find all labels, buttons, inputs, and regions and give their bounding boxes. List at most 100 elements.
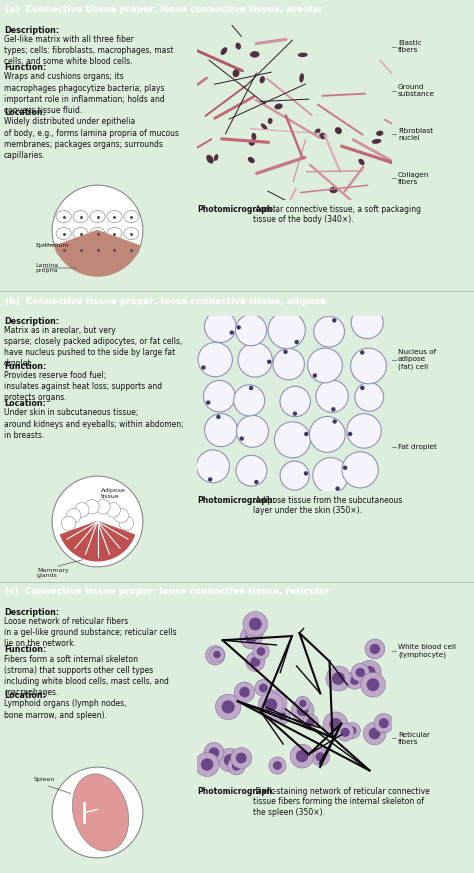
Circle shape (66, 508, 81, 523)
Circle shape (297, 705, 309, 716)
Circle shape (238, 343, 273, 377)
Circle shape (208, 478, 212, 482)
Ellipse shape (214, 154, 219, 161)
Circle shape (306, 718, 315, 726)
Ellipse shape (358, 159, 365, 165)
Text: (b)  Connective tissue proper: loose connective tissue, adipose: (b) Connective tissue proper: loose conn… (5, 297, 326, 306)
Ellipse shape (260, 76, 265, 83)
Text: Description:: Description: (4, 317, 59, 326)
Ellipse shape (73, 244, 88, 257)
Ellipse shape (124, 244, 139, 257)
Ellipse shape (124, 210, 139, 223)
Circle shape (198, 342, 232, 377)
Ellipse shape (233, 69, 239, 77)
Circle shape (258, 692, 283, 718)
Circle shape (362, 308, 367, 313)
Circle shape (249, 386, 253, 390)
Circle shape (201, 365, 206, 369)
Circle shape (273, 348, 304, 380)
Circle shape (61, 516, 76, 531)
Circle shape (348, 726, 356, 735)
Circle shape (358, 660, 381, 684)
Text: Fibers form a soft internal skeleton
(stroma) that supports other cell types
inc: Fibers form a soft internal skeleton (st… (4, 655, 169, 697)
Circle shape (245, 621, 264, 640)
Ellipse shape (315, 128, 320, 134)
Ellipse shape (73, 210, 88, 223)
Ellipse shape (274, 104, 283, 109)
Circle shape (370, 643, 380, 654)
Circle shape (216, 694, 241, 719)
Circle shape (259, 684, 268, 692)
Circle shape (246, 632, 257, 643)
Ellipse shape (250, 52, 260, 58)
Circle shape (332, 318, 337, 322)
Circle shape (290, 745, 314, 768)
Circle shape (213, 650, 221, 658)
Ellipse shape (206, 155, 214, 163)
Circle shape (250, 656, 260, 667)
Text: Loose network of reticular fibers
in a gel-like ground substance; reticular cell: Loose network of reticular fibers in a g… (4, 617, 177, 648)
Circle shape (341, 728, 350, 737)
Circle shape (119, 516, 134, 531)
Circle shape (356, 668, 365, 677)
Circle shape (232, 761, 241, 771)
Circle shape (234, 385, 264, 416)
Text: Nucleus of
adipose
(fat) cell: Nucleus of adipose (fat) cell (398, 349, 436, 370)
Ellipse shape (236, 43, 241, 50)
Circle shape (204, 311, 236, 342)
Text: Photomicrograph:: Photomicrograph: (197, 787, 275, 796)
Circle shape (350, 676, 359, 685)
Circle shape (313, 457, 348, 493)
Text: Adipose tissue from the subcutaneous
layer under the skin (350×).: Adipose tissue from the subcutaneous lay… (253, 496, 402, 515)
Circle shape (52, 767, 143, 858)
Circle shape (250, 625, 260, 636)
Text: (c)  Connective tissue proper: loose connective tissue, reticular: (c) Connective tissue proper: loose conn… (5, 588, 329, 596)
Text: Function:: Function: (4, 362, 46, 371)
Text: Mammary
glands: Mammary glands (37, 567, 69, 578)
Ellipse shape (220, 47, 228, 55)
Circle shape (261, 691, 287, 716)
Circle shape (366, 678, 379, 691)
Text: Under skin in subcutaneous tissue;
around kidneys and eyeballs; within abdomen;
: Under skin in subcutaneous tissue; aroun… (4, 409, 183, 440)
Circle shape (346, 671, 364, 689)
Circle shape (224, 754, 236, 766)
Text: Function:: Function: (4, 645, 46, 655)
Text: Epithelium: Epithelium (36, 243, 69, 248)
Circle shape (310, 416, 345, 452)
Circle shape (311, 748, 329, 766)
Text: (a)  Connective tissue proper: loose connective tissue, areolar: (a) Connective tissue proper: loose conn… (5, 5, 323, 15)
Circle shape (106, 503, 120, 517)
Ellipse shape (372, 139, 382, 144)
Ellipse shape (90, 210, 105, 223)
Ellipse shape (268, 118, 273, 124)
Circle shape (283, 349, 288, 354)
Circle shape (331, 407, 336, 411)
Circle shape (274, 708, 290, 724)
Ellipse shape (298, 52, 308, 57)
Text: Location:: Location: (4, 691, 46, 699)
Circle shape (374, 713, 393, 733)
Text: Fibroblast
nuclei: Fibroblast nuclei (398, 127, 433, 141)
Circle shape (222, 700, 235, 713)
Ellipse shape (124, 228, 139, 239)
Text: Fat droplet: Fat droplet (398, 444, 437, 450)
Text: Areolar connective tissue, a soft packaging
tissue of the body (340×).: Areolar connective tissue, a soft packag… (253, 205, 421, 224)
Circle shape (114, 508, 128, 523)
Ellipse shape (107, 228, 122, 239)
Circle shape (229, 330, 234, 334)
Circle shape (329, 718, 342, 731)
Circle shape (249, 617, 262, 630)
Text: Function:: Function: (4, 64, 46, 72)
Circle shape (96, 499, 110, 514)
Circle shape (296, 750, 308, 762)
Text: Elastic
fibers: Elastic fibers (398, 40, 422, 53)
Circle shape (336, 486, 340, 491)
Circle shape (304, 432, 309, 436)
Text: Adipose
tissue: Adipose tissue (100, 488, 126, 499)
Circle shape (348, 432, 352, 436)
Circle shape (363, 722, 386, 745)
Circle shape (209, 747, 219, 758)
Circle shape (308, 348, 342, 382)
Text: Widely distributed under epithelia
of body, e.g., forms lamina propria of mucous: Widely distributed under epithelia of bo… (4, 118, 179, 160)
Circle shape (246, 652, 265, 671)
